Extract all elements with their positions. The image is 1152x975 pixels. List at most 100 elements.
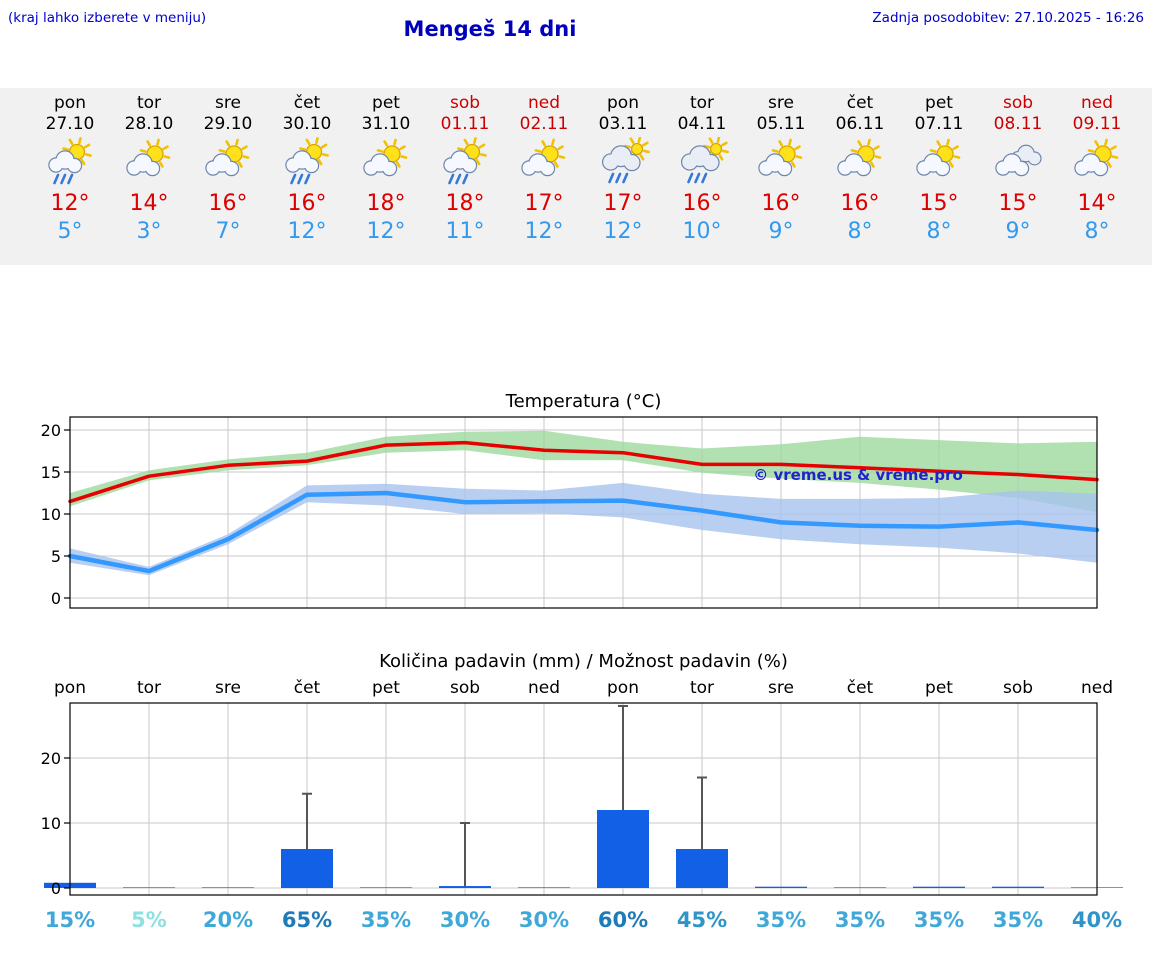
day-date: 01.11 xyxy=(440,114,490,134)
high-temp: 16° xyxy=(208,191,248,216)
precip-bar xyxy=(123,887,175,888)
day-name: sob xyxy=(449,93,481,113)
day-name: sre xyxy=(768,93,794,113)
day-date: 03.11 xyxy=(598,114,648,134)
sun-cloud-icon xyxy=(521,138,566,177)
precip-ytick: 10 xyxy=(41,814,61,833)
precip-chart-title: Količina padavin (mm) / Možnost padavin … xyxy=(379,651,788,672)
forecast-day-29.10: sre 29.10 16° 7° xyxy=(189,93,268,246)
precip-bar xyxy=(755,886,807,888)
day-date: 29.10 xyxy=(203,114,253,134)
precip-bar xyxy=(202,887,254,888)
precip-bar xyxy=(597,810,649,888)
precip-ytick: 0 xyxy=(51,879,61,898)
high-temp: 16° xyxy=(287,191,327,216)
precip-probability: 45% xyxy=(677,908,727,932)
max-temp-line xyxy=(68,440,1099,504)
day-name: čet xyxy=(293,93,321,113)
precip-day-label: tor xyxy=(137,678,161,698)
watermark-link[interactable]: © vreme.us & vreme.pro xyxy=(753,466,963,484)
precip-probability: 5% xyxy=(131,908,167,932)
cloud-rain-icon xyxy=(680,136,729,184)
high-temp: 18° xyxy=(366,191,406,216)
forecast-day-09.11: ned 09.11 14° 8° xyxy=(1058,93,1137,246)
sun-cloud-icon xyxy=(363,138,408,177)
day-date: 31.10 xyxy=(361,114,411,134)
temp-ytick: 5 xyxy=(51,547,61,566)
day-date: 28.10 xyxy=(124,114,174,134)
sun-cloud-icon xyxy=(916,138,961,177)
precip-probability: 35% xyxy=(361,908,411,932)
low-temp: 8° xyxy=(847,219,873,244)
precip-day-label: ned xyxy=(528,678,560,698)
day-date: 30.10 xyxy=(282,114,332,134)
high-temp: 18° xyxy=(445,191,485,216)
precip-day-label: sob xyxy=(450,678,480,698)
day-icon-wrap xyxy=(821,137,900,189)
precip-day-label: sob xyxy=(1003,678,1033,698)
high-temp: 17° xyxy=(524,191,564,216)
day-date: 27.10 xyxy=(45,114,95,134)
low-temp: 9° xyxy=(1005,219,1031,244)
day-name: tor xyxy=(689,93,715,113)
menu-hint: (kraj lahko izberete v meniju) xyxy=(8,10,207,26)
precip-day-label: pet xyxy=(372,678,400,698)
precip-probability: 35% xyxy=(914,908,964,932)
day-icon-wrap xyxy=(1058,137,1137,189)
day-icon-wrap xyxy=(31,137,110,189)
low-temp: 10° xyxy=(682,219,722,244)
high-temp: 14° xyxy=(1077,191,1117,216)
day-date: 02.11 xyxy=(519,114,569,134)
cloudy-icon xyxy=(995,144,1042,177)
precip-day-label: ned xyxy=(1081,678,1113,698)
high-temp: 16° xyxy=(840,191,880,216)
day-icon-wrap xyxy=(505,137,584,189)
precip-probability: 35% xyxy=(756,908,806,932)
forecast-day-01.11: sob 01.11 18° 11° xyxy=(426,93,505,246)
low-temp: 12° xyxy=(524,219,564,244)
sun-cloud-icon xyxy=(126,138,171,177)
forecast-day-03.11: pon 03.11 17° 12° xyxy=(584,93,663,246)
day-name: sre xyxy=(215,93,241,113)
min-temp-line xyxy=(67,490,1100,574)
day-name: pon xyxy=(607,93,639,113)
day-icon-wrap xyxy=(268,137,347,189)
day-date: 07.11 xyxy=(914,114,964,134)
sun-cloud-rain-icon xyxy=(48,137,92,185)
precip-bar xyxy=(834,887,886,888)
day-icon-wrap xyxy=(584,136,663,189)
precip-day-label: čet xyxy=(294,678,321,698)
sun-cloud-rain-icon xyxy=(285,137,329,185)
low-temp: 7° xyxy=(215,219,241,244)
forecast-day-02.11: ned 02.11 17° 12° xyxy=(505,93,584,246)
day-name: ned xyxy=(527,93,561,113)
forecast-day-27.10: pon 27.10 12° 5° xyxy=(31,93,110,246)
precip-day-label: pon xyxy=(607,678,639,698)
precip-probability: 15% xyxy=(45,908,95,932)
temperature-chart: Temperatura (°C) 0 5 10 15 20 © vreme.us & vre… xyxy=(41,391,1100,609)
forecast-day-28.10: tor 28.10 14° 3° xyxy=(110,93,189,246)
day-date: 05.11 xyxy=(756,114,806,134)
low-temp: 12° xyxy=(603,219,643,244)
sun-cloud-icon xyxy=(1074,138,1119,177)
high-temp: 16° xyxy=(682,191,722,216)
sun-cloud-icon xyxy=(205,138,250,177)
day-name: pon xyxy=(54,93,86,113)
day-icon-wrap xyxy=(900,137,979,189)
page-title: Mengeš 14 dni xyxy=(403,17,577,41)
low-temp: 3° xyxy=(136,219,162,244)
precip-probability: 35% xyxy=(993,908,1043,932)
precip-bar xyxy=(676,849,728,888)
max-range-band xyxy=(70,430,1097,513)
forecast-day-31.10: pet 31.10 18° 12° xyxy=(347,93,426,246)
precip-probability: 30% xyxy=(519,908,569,932)
day-date: 04.11 xyxy=(677,114,727,134)
low-temp: 11° xyxy=(445,219,485,244)
day-date: 09.11 xyxy=(1072,114,1122,134)
day-name: ned xyxy=(1080,93,1114,113)
forecast-day-07.11: pet 07.11 15° 8° xyxy=(900,93,979,246)
precip-probability: 65% xyxy=(282,908,332,932)
precip-day-label: čet xyxy=(847,678,874,698)
day-date: 06.11 xyxy=(835,114,885,134)
precip-day-label: tor xyxy=(690,678,714,698)
